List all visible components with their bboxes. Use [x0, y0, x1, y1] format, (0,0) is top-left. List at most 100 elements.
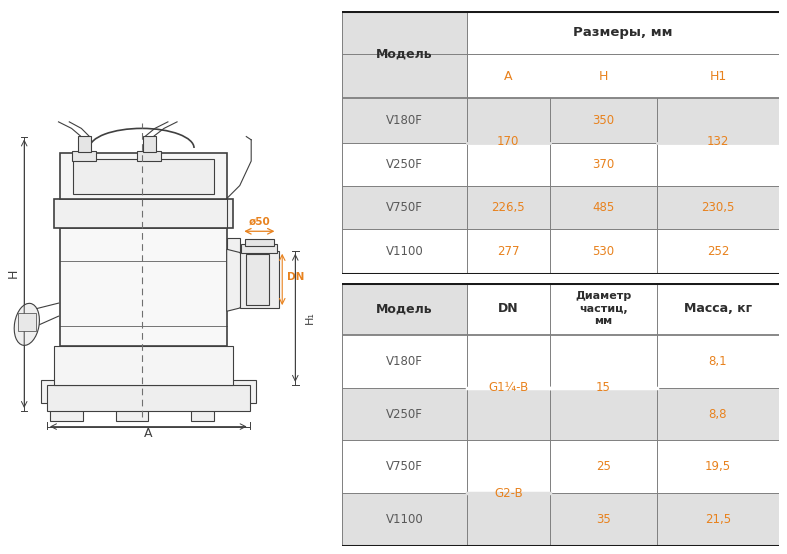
Bar — [467, 11, 550, 54]
Bar — [467, 388, 550, 440]
Text: 21,5: 21,5 — [705, 513, 731, 526]
Text: 15: 15 — [596, 381, 611, 394]
Bar — [467, 54, 550, 98]
Bar — [550, 186, 657, 229]
Bar — [50, 403, 83, 420]
Text: V750F: V750F — [386, 201, 423, 214]
Bar — [143, 136, 156, 152]
Text: A: A — [504, 70, 512, 83]
Bar — [550, 98, 657, 143]
Bar — [467, 440, 550, 493]
Text: V250F: V250F — [386, 408, 423, 420]
Text: Диаметр
частиц,
мм: Диаметр частиц, мм — [575, 291, 631, 326]
Bar — [657, 493, 779, 546]
Text: ø50: ø50 — [249, 217, 270, 227]
Text: V180F: V180F — [386, 114, 423, 127]
Bar — [550, 283, 657, 335]
Bar — [342, 142, 467, 186]
Bar — [657, 283, 779, 335]
Text: Модель: Модель — [376, 48, 433, 61]
Bar — [657, 229, 779, 274]
Bar — [240, 251, 279, 308]
Text: V250F: V250F — [386, 158, 423, 171]
Bar — [467, 335, 550, 388]
Bar — [54, 199, 233, 228]
Bar — [342, 440, 467, 493]
Text: 370: 370 — [592, 158, 615, 171]
Bar — [657, 186, 779, 229]
Bar — [242, 244, 277, 253]
Bar — [657, 98, 779, 143]
Bar — [467, 229, 550, 274]
Text: 277: 277 — [497, 245, 519, 258]
Bar — [467, 493, 550, 546]
Bar — [72, 151, 96, 161]
Bar — [342, 283, 467, 335]
Bar — [342, 335, 467, 388]
Polygon shape — [227, 249, 246, 311]
Text: 170: 170 — [497, 136, 519, 148]
Bar — [550, 440, 657, 493]
Text: 8,1: 8,1 — [708, 355, 727, 368]
Bar — [342, 186, 467, 229]
Bar — [550, 54, 657, 98]
Text: 8,8: 8,8 — [709, 408, 727, 420]
Text: G1¼-B: G1¼-B — [488, 381, 528, 394]
Bar — [342, 11, 467, 98]
Text: 485: 485 — [592, 201, 615, 214]
Bar — [550, 11, 657, 54]
Text: Масса, кг: Масса, кг — [684, 302, 752, 315]
Text: G2-B: G2-B — [494, 486, 523, 500]
Text: 226,5: 226,5 — [492, 201, 525, 214]
Bar — [550, 388, 657, 440]
Bar — [657, 335, 779, 388]
Ellipse shape — [14, 304, 39, 345]
Bar — [467, 98, 550, 143]
Bar — [342, 98, 467, 143]
Bar — [467, 186, 550, 229]
Bar — [227, 238, 240, 284]
Text: H1: H1 — [709, 70, 726, 83]
Text: DN: DN — [498, 302, 519, 315]
Bar — [116, 403, 148, 420]
Bar — [342, 388, 467, 440]
Bar — [550, 493, 657, 546]
Bar — [54, 346, 233, 385]
Text: 35: 35 — [596, 513, 611, 526]
Text: 252: 252 — [707, 245, 730, 258]
Bar — [137, 151, 161, 161]
Text: DN: DN — [287, 272, 305, 282]
Text: 230,5: 230,5 — [701, 201, 735, 214]
Bar — [467, 142, 550, 186]
Text: 25: 25 — [596, 460, 611, 473]
Bar — [467, 283, 550, 335]
Bar — [657, 54, 779, 98]
Bar — [41, 380, 256, 403]
Bar — [60, 228, 227, 346]
Bar — [550, 142, 657, 186]
Bar — [60, 153, 227, 199]
Text: H₁: H₁ — [305, 311, 315, 324]
Bar — [47, 385, 249, 411]
Text: V1100: V1100 — [386, 245, 423, 258]
Text: Размеры, мм: Размеры, мм — [573, 26, 673, 39]
Bar — [246, 254, 269, 305]
Bar — [78, 136, 91, 152]
Text: A: A — [144, 427, 153, 440]
Bar — [657, 11, 779, 54]
Text: H: H — [7, 269, 20, 279]
Bar — [190, 403, 213, 420]
Text: V1100: V1100 — [386, 513, 423, 526]
Text: H: H — [599, 70, 608, 83]
Bar — [17, 313, 35, 331]
Bar — [73, 160, 213, 194]
Bar — [342, 493, 467, 546]
Text: 132: 132 — [707, 136, 730, 148]
Text: 350: 350 — [593, 114, 615, 127]
Bar — [245, 239, 274, 246]
Text: V750F: V750F — [386, 460, 423, 473]
Bar — [657, 142, 779, 186]
Bar — [342, 229, 467, 274]
Text: Модель: Модель — [376, 302, 433, 315]
Bar — [550, 335, 657, 388]
